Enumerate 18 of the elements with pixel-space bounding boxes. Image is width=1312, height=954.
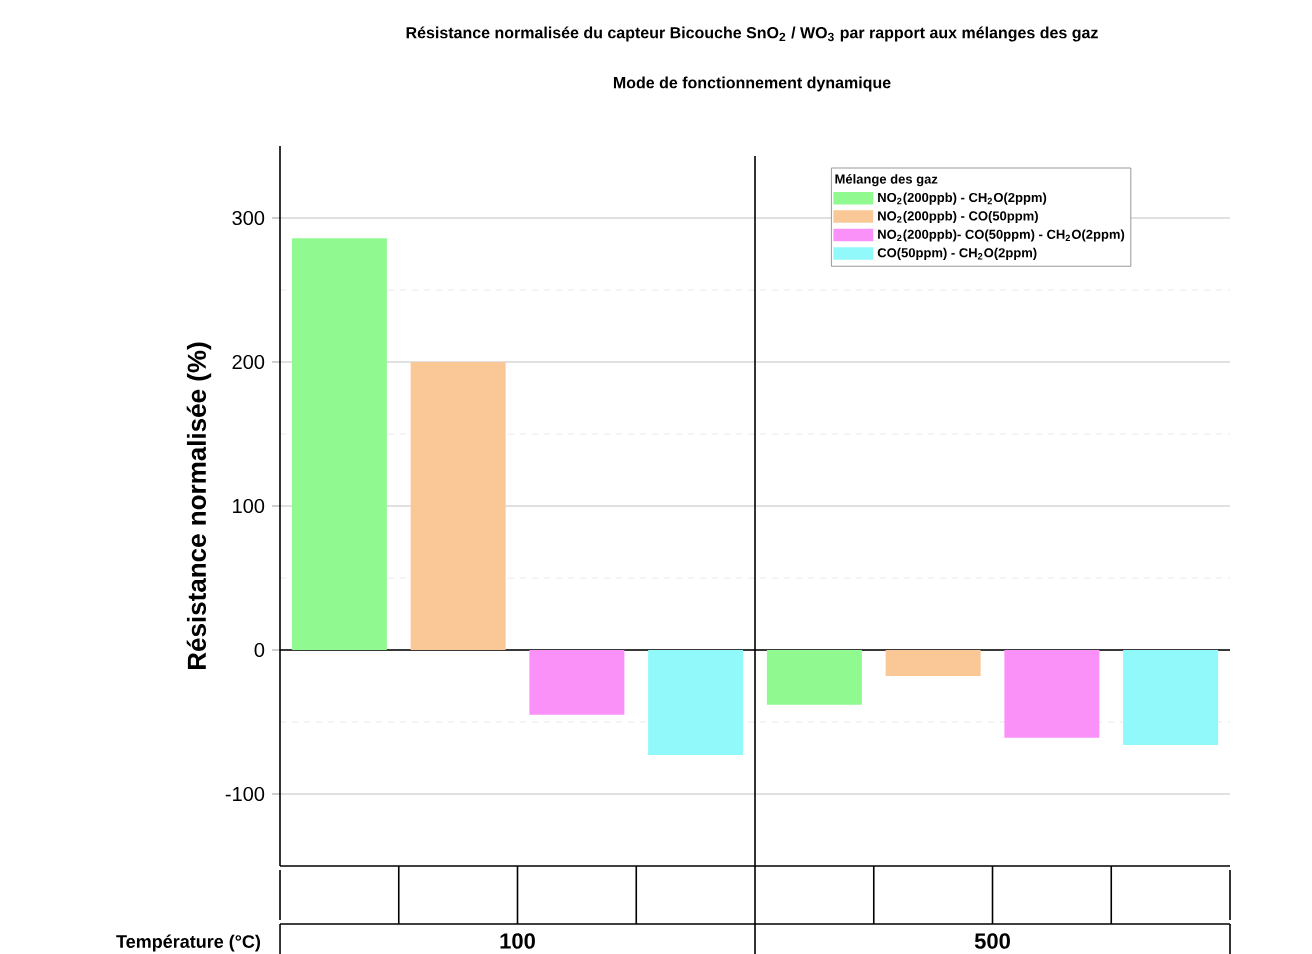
y-axis-title: Résistance normalisée (%) [186,342,212,670]
y-tick-label: 0 [254,642,265,658]
y-tick-label: 100 [233,498,265,514]
y-tick-label: 300 [232,210,265,226]
bar [648,650,744,756]
y-tick-label: 200 [232,354,265,370]
chart-title: Résistance normalisée du capteur Bicouche SnO$_{2}$ / WO$_{3}$ par rapport aux mélanges des gaz [406,26,1098,42]
x-tick-label: 500 [974,933,1010,949]
bar [1123,650,1219,746]
bar [766,650,862,705]
x-axis-title: Température (°C) [116,934,261,952]
bar [1004,650,1100,738]
bar [410,362,506,650]
bar [885,650,981,676]
bar [529,650,625,715]
chart-subtitle: Mode de fonctionnement dynamique [613,76,891,92]
y-tick-label: -100 [225,786,265,802]
bar [291,238,387,650]
